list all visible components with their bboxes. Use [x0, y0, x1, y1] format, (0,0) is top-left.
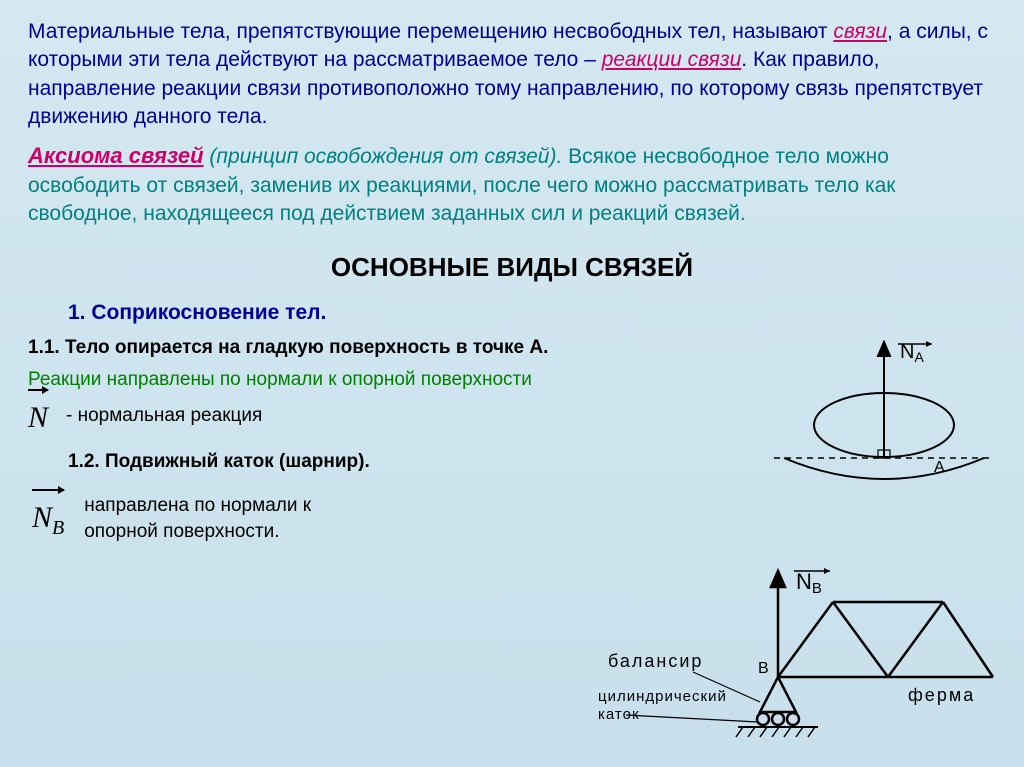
formula-n: N — [28, 397, 48, 435]
figure-contact: NA A — [744, 340, 994, 510]
figure-roller: NB B балансир цилиндрический каток ферма — [598, 567, 998, 747]
formula-nb-desc: направлена по нормали копорной поверхнос… — [84, 493, 311, 544]
formula-nb: NB — [32, 497, 64, 540]
link-svyazi: связи — [833, 20, 887, 43]
fig2-label-ferma: ферма — [908, 685, 975, 705]
fig2-label-katok: каток — [598, 706, 640, 723]
paragraph-axiom: Аксиома связей (принцип освобождения от … — [28, 141, 996, 228]
formula-n-desc: - нормальная реакция — [66, 405, 262, 427]
fig2-point: B — [758, 660, 769, 677]
fig2-label-balansir: балансир — [608, 651, 703, 671]
axiom-title: Аксиома связей — [28, 143, 204, 168]
fig2-vec: NB — [796, 569, 822, 597]
section-1: 1. Соприкосновение тел. — [68, 301, 996, 325]
paragraph-1: Материальные тела, препятствующие переме… — [28, 18, 996, 131]
axiom-subtitle: (принцип освобождения от связей). — [204, 145, 563, 168]
p1-t1: Материальные тела, препятствующие переме… — [28, 20, 833, 43]
main-heading: ОСНОВНЫЕ ВИДЫ СВЯЗЕЙ — [28, 252, 996, 283]
fig1-point: A — [934, 459, 945, 476]
link-reakcii: реакции связи — [602, 48, 742, 71]
fig2-label-cyl: цилиндрический — [598, 688, 727, 705]
